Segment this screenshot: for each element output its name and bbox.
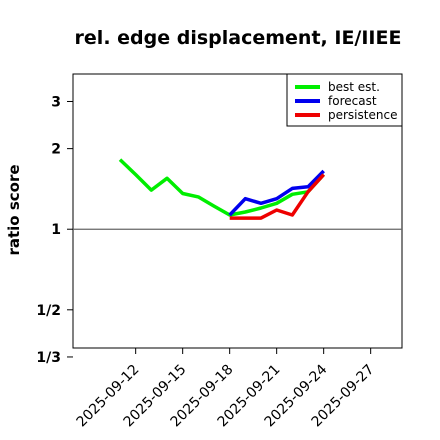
y-axis-ticks: 3 2 1 1/2 1/3	[36, 94, 73, 366]
legend-label-forecast: forecast	[328, 94, 377, 108]
y-tick-label: 1/2	[36, 303, 61, 319]
y-tick-label: 2	[51, 142, 61, 158]
series-line-persistence	[229, 173, 325, 220]
y-axis-label: ratio score	[5, 164, 23, 255]
legend-label-best-est: best est.	[328, 80, 380, 94]
series-layer	[118, 158, 325, 220]
chart-title: rel. edge displacement, IE/IIEE	[75, 27, 402, 49]
y-tick-label: 1	[51, 222, 61, 238]
legend-label-persistence: persistence	[328, 108, 397, 122]
x-axis-ticks: 2025-09-122025-09-152025-09-182025-09-21…	[74, 348, 377, 430]
series-line-best-est	[118, 158, 325, 217]
y-tick-label: 3	[51, 94, 61, 110]
plot-area	[72, 73, 403, 349]
y-tick-label: 1/3	[36, 350, 61, 366]
series-line-forecast	[228, 169, 325, 217]
legend: best est. forecast persistence	[286, 73, 403, 127]
